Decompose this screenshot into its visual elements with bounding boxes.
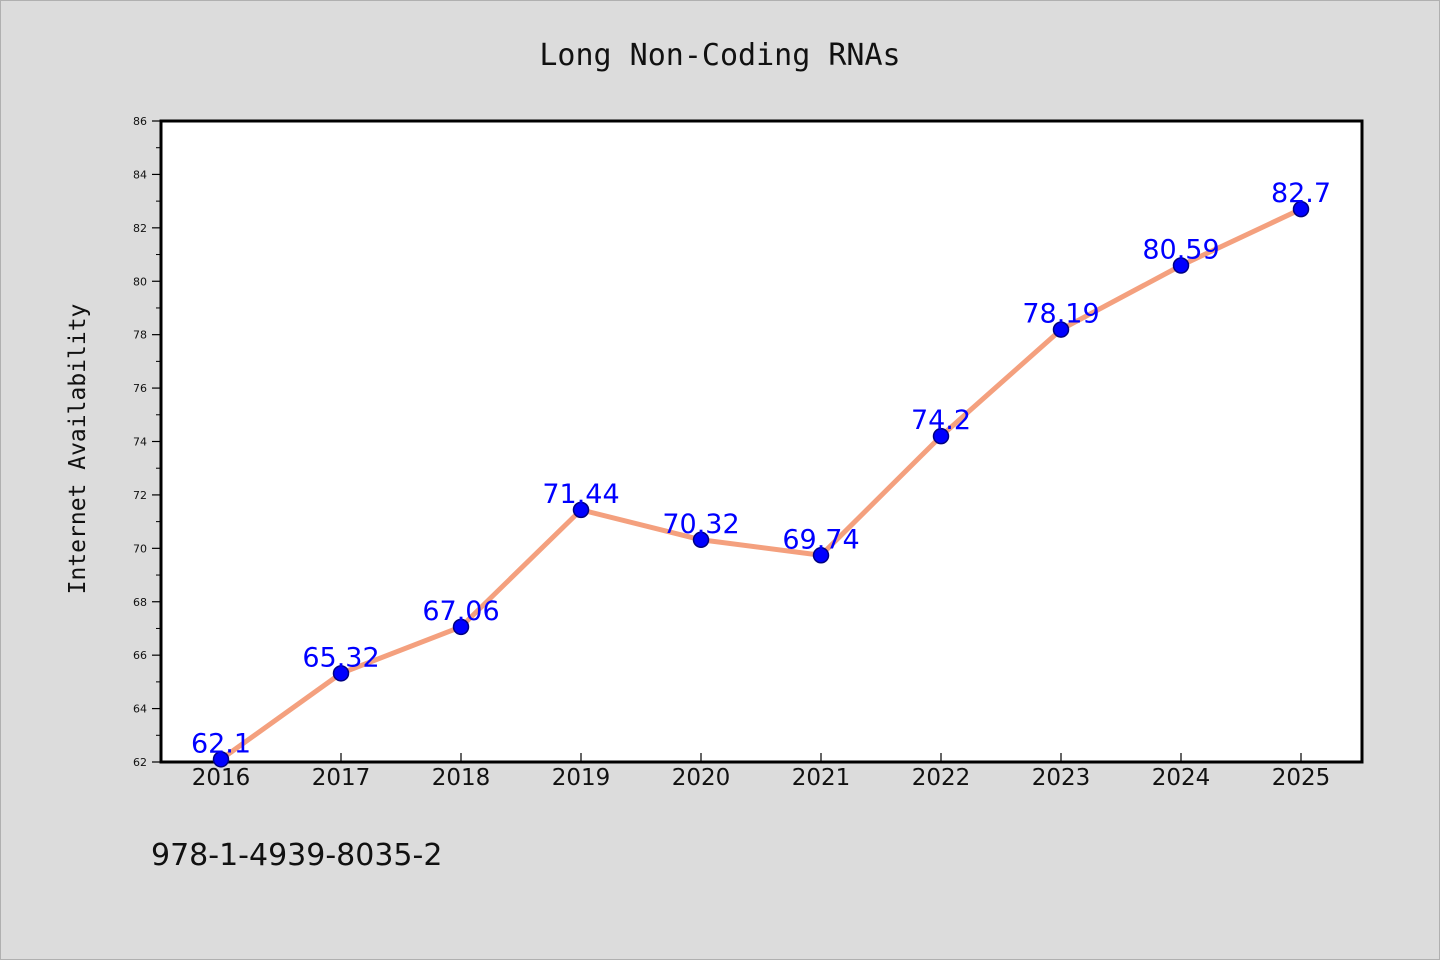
x-axis: 2016 2017 2018 2019 2020 2021 2022 2023 2024 2025 xyxy=(192,753,1331,791)
y-tick-label: 78 xyxy=(133,329,147,342)
x-tick-label: 2024 xyxy=(1152,765,1211,791)
x-tick-label: 2021 xyxy=(792,765,851,791)
data-point xyxy=(212,751,230,768)
y-tick-label: 68 xyxy=(133,596,147,609)
data-label: 82.7 xyxy=(1271,178,1331,209)
y-tick-label: 72 xyxy=(133,489,147,502)
x-tick-label: 2023 xyxy=(1032,765,1091,791)
data-label: 71.44 xyxy=(542,479,619,510)
y-tick-label: 70 xyxy=(133,542,147,555)
data-point xyxy=(572,501,590,519)
y-tick-label: 84 xyxy=(133,168,147,181)
data-label: 80.59 xyxy=(1142,234,1219,265)
data-label: 67.06 xyxy=(422,596,499,627)
data-label: 78.19 xyxy=(1022,299,1099,330)
x-tick-label: 2017 xyxy=(312,765,371,791)
isbn-text: 978-1-4939-8035-2 xyxy=(151,838,442,873)
chart-title: Long Non-Coding RNAs xyxy=(539,38,900,73)
data-point xyxy=(932,427,950,445)
data-point xyxy=(452,618,470,636)
y-tick-label: 74 xyxy=(133,436,147,449)
x-tick-label: 2022 xyxy=(912,765,971,791)
x-tick-label: 2018 xyxy=(432,765,491,791)
data-point xyxy=(1052,321,1070,338)
x-tick-label: 2020 xyxy=(672,765,731,791)
data-label: 74.2 xyxy=(911,405,971,436)
plot-area xyxy=(159,119,1364,764)
y-axis-label: Internet Availability xyxy=(65,304,91,595)
y-tick-label: 80 xyxy=(133,275,147,288)
y-tick-label: 64 xyxy=(133,703,147,716)
y-tick-label: 62 xyxy=(133,756,147,769)
x-tick-label: 2016 xyxy=(192,765,251,791)
data-label: 65.32 xyxy=(302,642,379,673)
series-group: 62.1 65.32 67.06 71.44 70.32 69.74 74.2 78.19 80… xyxy=(191,178,1331,768)
y-tick-label: 86 xyxy=(133,115,147,128)
data-label: 69.74 xyxy=(782,524,859,555)
data-label: 62.1 xyxy=(191,728,251,759)
x-tick-label: 2019 xyxy=(552,765,611,791)
x-tick-label: 2025 xyxy=(1272,765,1331,791)
data-point xyxy=(692,531,710,549)
data-point xyxy=(332,665,350,682)
series-line xyxy=(218,206,1304,762)
y-tick-label: 82 xyxy=(133,222,147,235)
data-label: 70.32 xyxy=(662,509,739,540)
y-axis: 62 64 66 68 70 72 74 76 78 80 82 84 86 xyxy=(133,115,161,769)
y-tick-label: 66 xyxy=(133,649,147,662)
data-point xyxy=(1292,200,1310,218)
data-point xyxy=(1172,257,1190,274)
data-point xyxy=(812,547,830,564)
y-tick-label: 76 xyxy=(133,382,147,395)
